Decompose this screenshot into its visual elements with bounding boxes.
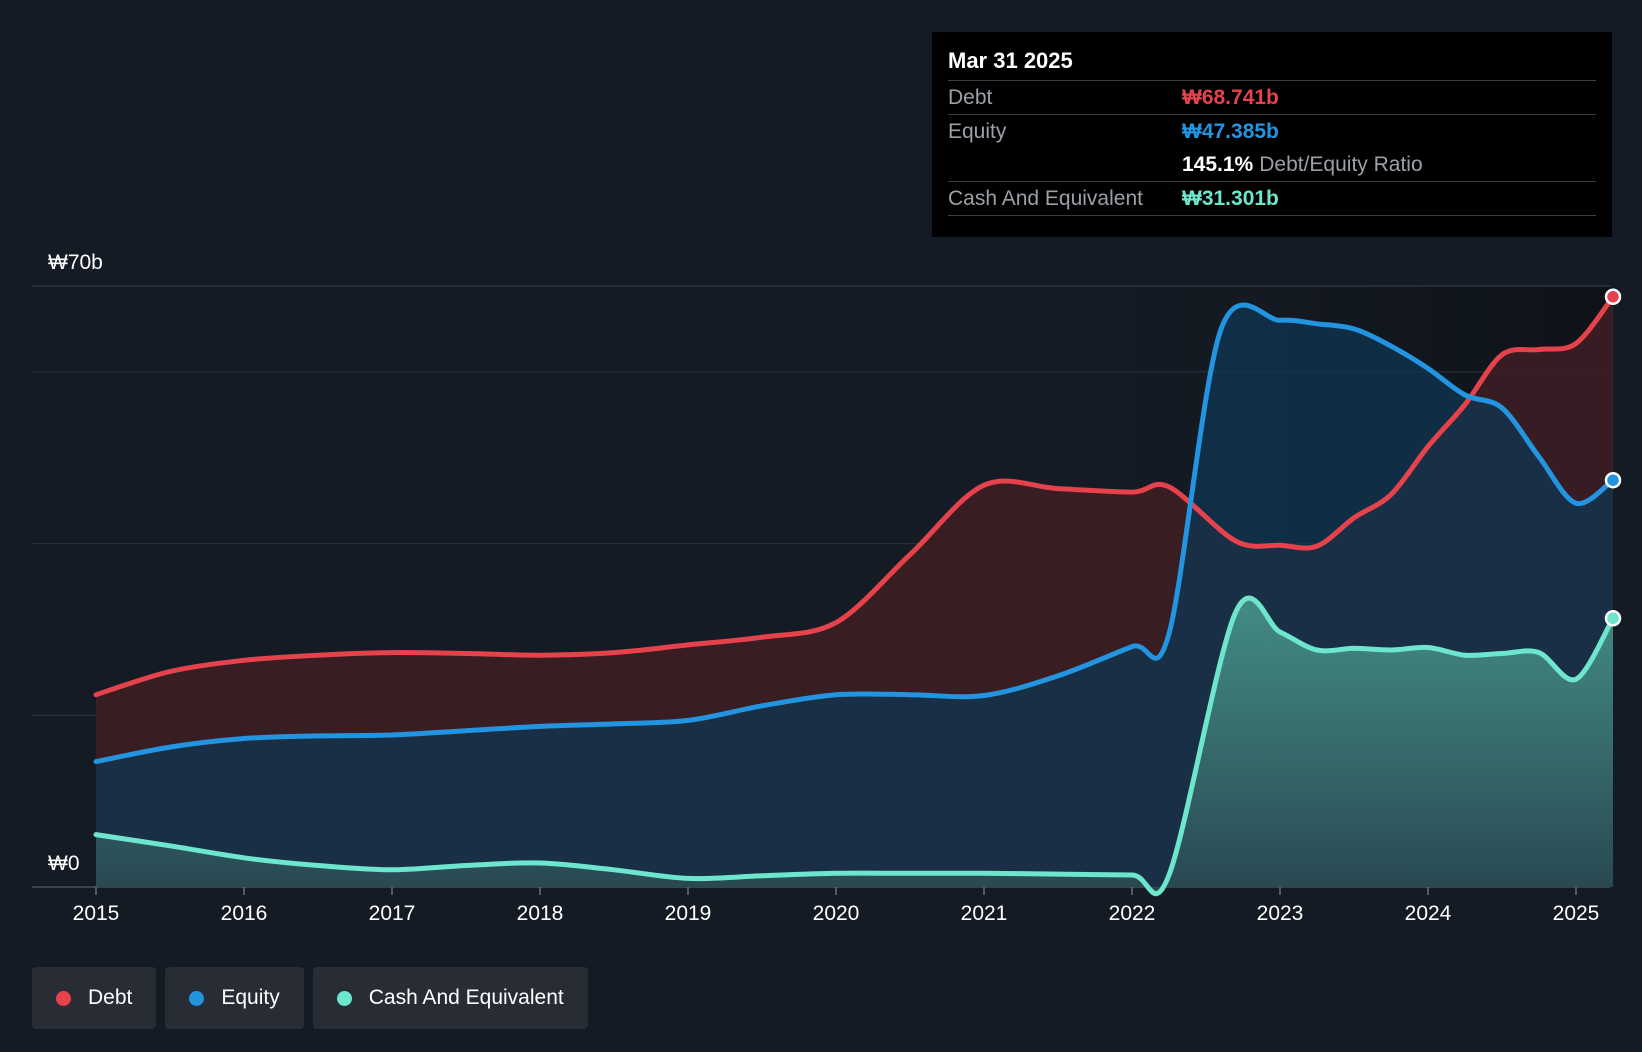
tooltip-row-cash: Cash And Equivalent ₩31.301b bbox=[948, 181, 1596, 216]
x-tick-label: 2023 bbox=[1257, 902, 1304, 925]
x-tick-label: 2017 bbox=[369, 902, 416, 925]
legend-equity-label: Equity bbox=[221, 986, 280, 1009]
chart-legend: Debt Equity Cash And Equivalent bbox=[32, 967, 588, 1029]
tooltip-row-ratio: 145.1% Debt/Equity Ratio bbox=[948, 148, 1596, 181]
tooltip-row-equity: Equity ₩47.385b bbox=[948, 114, 1596, 148]
tooltip-equity-value: ₩47.385b bbox=[1182, 119, 1279, 143]
equity-dot-icon bbox=[189, 990, 205, 1006]
equity-end-marker bbox=[1604, 471, 1622, 489]
legend-debt-label: Debt bbox=[88, 986, 133, 1009]
tooltip-debt-label: Debt bbox=[948, 85, 993, 109]
tooltip-date: Mar 31 2025 bbox=[948, 48, 1073, 73]
x-tick-label: 2020 bbox=[813, 902, 860, 925]
y-axis-bottom-label: ₩0 bbox=[48, 852, 80, 875]
debt-dot-icon bbox=[56, 990, 71, 1006]
x-tick-label: 2022 bbox=[1109, 902, 1156, 925]
tooltip-ratio-value: 145.1% bbox=[1182, 152, 1254, 176]
legend-item-equity[interactable]: Equity bbox=[165, 967, 304, 1029]
legend-item-cash[interactable]: Cash And Equivalent bbox=[312, 967, 588, 1029]
tooltip-row-debt: Debt ₩68.741b bbox=[948, 80, 1596, 114]
equity-line bbox=[93, 302, 1616, 765]
series-areas bbox=[96, 296, 1613, 894]
x-tick-label: 2021 bbox=[961, 902, 1008, 925]
debt-line bbox=[93, 294, 1616, 698]
tooltip-panel: Mar 31 2025 Debt ₩68.741b Equity ₩47.385… bbox=[932, 32, 1612, 237]
x-axis-ticks: 2015 2016 2017 2018 2019 2020 2021 2022 2023 2024… bbox=[73, 887, 1600, 925]
x-tick-label: 2024 bbox=[1405, 902, 1452, 925]
cash-area bbox=[96, 598, 1613, 894]
tooltip-debt-value: ₩68.741b bbox=[1182, 85, 1279, 109]
end-markers bbox=[1604, 288, 1622, 627]
cash-end-marker bbox=[1604, 610, 1622, 627]
x-tick-label: 2025 bbox=[1553, 902, 1600, 925]
cash-line bbox=[93, 595, 1616, 897]
x-tick-label: 2015 bbox=[73, 902, 120, 925]
tooltip-ratio-label: Debt/Equity Ratio bbox=[1259, 152, 1423, 176]
x-tick-label: 2016 bbox=[221, 902, 268, 925]
x-tick-label: 2019 bbox=[665, 902, 712, 925]
legend-cash-label: Cash And Equivalent bbox=[368, 986, 564, 1009]
legend-item-debt[interactable]: Debt bbox=[32, 967, 157, 1029]
tooltip-cash-label: Cash And Equivalent bbox=[948, 186, 1143, 210]
tooltip-equity-label: Equity bbox=[948, 119, 1007, 143]
cash-dot-icon bbox=[336, 990, 352, 1006]
x-tick-label: 2018 bbox=[517, 902, 564, 925]
tooltip-cash-value: ₩31.301b bbox=[1182, 186, 1279, 210]
debt-end-marker bbox=[1604, 288, 1622, 306]
series-lines bbox=[93, 294, 1616, 897]
y-axis-top-label: ₩70b bbox=[48, 251, 103, 274]
